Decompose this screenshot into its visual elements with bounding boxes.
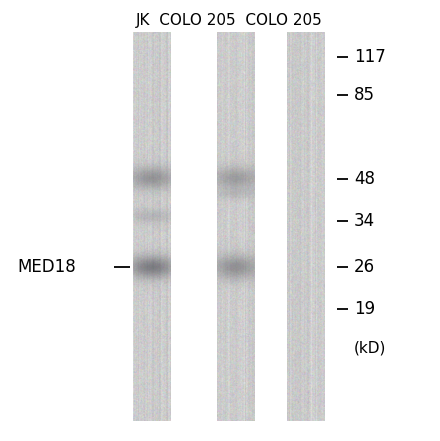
Text: MED18: MED18 — [18, 258, 77, 276]
Text: (kD): (kD) — [354, 341, 386, 356]
Text: 34: 34 — [354, 212, 375, 229]
Text: 117: 117 — [354, 49, 386, 66]
Text: JK  COLO 205  COLO 205: JK COLO 205 COLO 205 — [136, 13, 322, 28]
Text: 85: 85 — [354, 86, 375, 104]
Text: 19: 19 — [354, 300, 375, 318]
Text: 26: 26 — [354, 258, 375, 276]
Text: 48: 48 — [354, 170, 375, 187]
